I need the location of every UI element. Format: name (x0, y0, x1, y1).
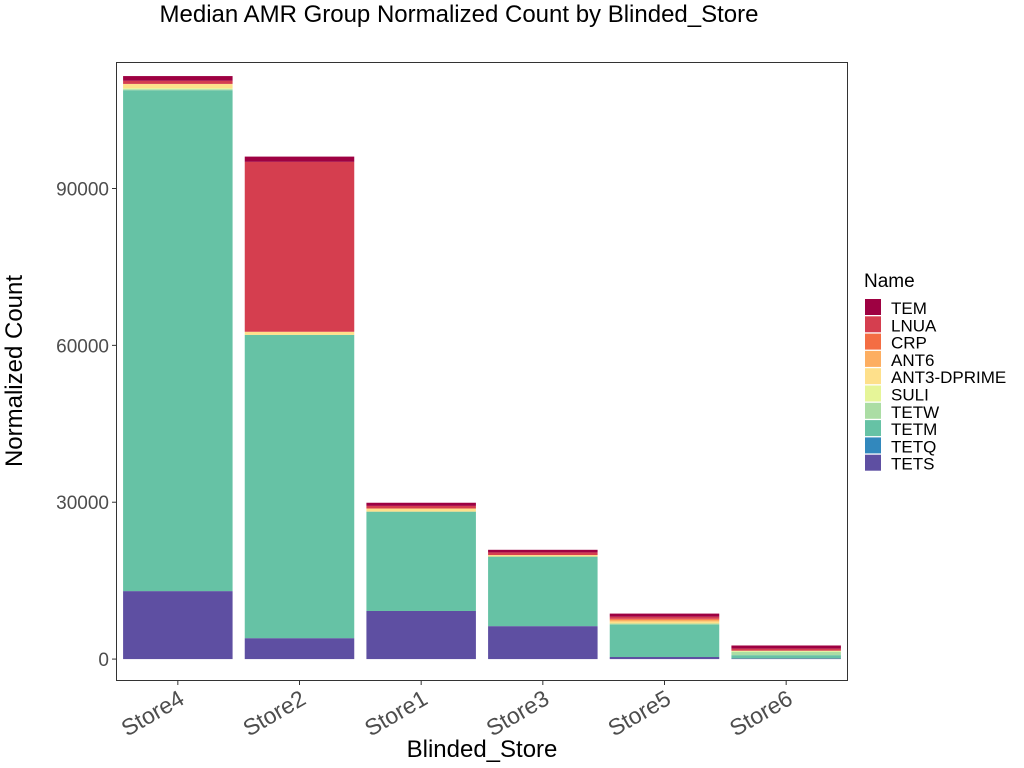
bar-segment-tetm-store5 (609, 624, 720, 657)
legend-label-ant3-dprime: ANT3-DPRIME (891, 368, 1006, 387)
bar-segment-suli-store4 (123, 88, 233, 90)
bar-segment-ant3-dprime-store5 (609, 621, 720, 624)
legend-swatch-tetw (865, 402, 881, 419)
legend-label-lnua: LNUA (891, 316, 937, 335)
legend-title: Name (864, 271, 915, 292)
bar-segment-ant6-store5 (609, 619, 720, 622)
x-tick-label-store5: Store5 (603, 685, 675, 741)
bar-segment-tetw-store4 (123, 89, 233, 91)
y-tick-label: 90000 (56, 179, 109, 200)
bar-segment-tetm-store2 (244, 334, 355, 639)
legend-label-tetq: TETQ (891, 437, 936, 456)
bar-segment-tets-store1 (366, 610, 476, 660)
bar-segment-suli-store6 (731, 650, 841, 652)
bar-segment-tets-store3 (488, 626, 598, 660)
bar-segment-crp-store5 (609, 618, 720, 620)
bar-segment-tem-store5 (609, 613, 720, 617)
legend-label-tetw: TETW (891, 403, 939, 422)
legend-label-ant6: ANT6 (891, 351, 934, 370)
y-tick-label: 0 (98, 650, 109, 671)
bar-segment-tem-store2 (244, 156, 355, 162)
x-tick-label-store3: Store3 (482, 685, 554, 741)
legend-swatch-tetq (865, 437, 881, 454)
bar-segment-lnua-store1 (366, 505, 476, 509)
legend: Name TEMLNUACRPANT6ANT3-DPRIMESULITETWTE… (864, 271, 1006, 474)
bar-segment-tem-store1 (366, 502, 476, 506)
bar-segment-tets-store6 (731, 658, 841, 660)
bar-segment-tets-store2 (244, 638, 355, 660)
bar-segment-tetw-store5 (609, 623, 720, 625)
legend-label-suli: SULI (891, 386, 929, 405)
bar-segment-tem-store4 (123, 76, 233, 81)
x-tick-label-store4: Store4 (117, 685, 189, 742)
x-tick-label-store1: Store1 (360, 685, 432, 741)
bar-segment-tetm-store3 (488, 556, 598, 627)
bar-segment-ant3-dprime-store3 (488, 555, 598, 557)
legend-swatch-tets (865, 454, 881, 471)
legend-swatch-lnua (865, 316, 881, 333)
bar-segment-tets-store4 (123, 591, 233, 660)
bar-segment-lnua-store6 (731, 648, 841, 651)
legend-swatch-suli (865, 385, 881, 402)
y-tick-label: 60000 (56, 336, 109, 357)
chart-title: Median AMR Group Normalized Count by Bli… (160, 1, 759, 28)
y-axis: 0 30000 60000 90000 (56, 179, 117, 671)
legend-swatch-ant6 (865, 350, 881, 367)
bar-segment-lnua-store2 (244, 161, 355, 332)
plot-panel-border (116, 62, 848, 681)
bars-layer (123, 76, 841, 660)
bar-segment-tetw-store6 (731, 651, 841, 656)
x-axis: Store4 Store2 Store1 Store3 Store5 Store6 (117, 680, 797, 741)
bar-segment-tem-store3 (488, 549, 598, 553)
bar-segment-tetm-store4 (123, 90, 233, 592)
bar-segment-lnua-store4 (123, 80, 233, 84)
bar-segment-ant3-dprime-store2 (244, 331, 355, 335)
bar-segment-tetm-store1 (366, 511, 476, 611)
bar-segment-ant3-dprime-store1 (366, 508, 476, 512)
legend-label-tem: TEM (891, 299, 927, 318)
legend-label-tetm: TETM (891, 420, 937, 439)
x-axis-label: Blinded_Store (407, 736, 558, 763)
x-tick-label-store2: Store2 (238, 685, 310, 741)
bar-segment-ant3-dprime-store4 (123, 83, 233, 89)
legend-swatch-crp (865, 333, 881, 350)
legend-swatch-tem (865, 299, 881, 315)
bar-segment-lnua-store3 (488, 552, 598, 556)
bar-segment-tem-store6 (731, 645, 841, 649)
bar-segment-lnua-store5 (609, 616, 720, 619)
y-tick-label: 30000 (56, 493, 109, 514)
legend-label-tets: TETS (891, 455, 934, 474)
legend-label-crp: CRP (891, 334, 927, 353)
x-tick-label-store6: Store6 (725, 685, 797, 741)
legend-swatch-tetm (865, 420, 881, 437)
y-axis-label: Normalized Count (1, 275, 28, 467)
bar-segment-tetm-store6 (731, 655, 841, 659)
legend-swatch-ant3-dprime (865, 368, 881, 385)
bar-segment-tets-store5 (609, 656, 720, 660)
